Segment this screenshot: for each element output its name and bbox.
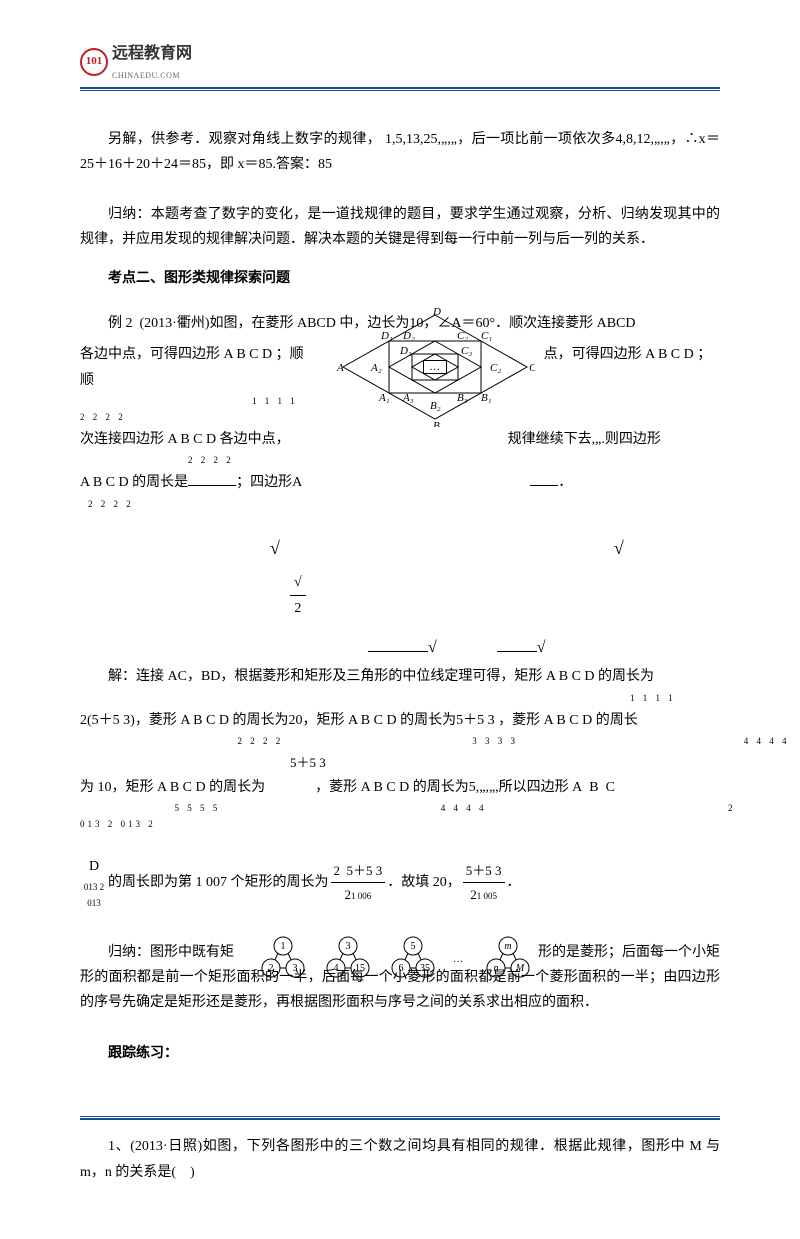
svg-text:C₁: C₁ — [481, 330, 492, 342]
solve-line3-top: 5＋5 3 — [290, 751, 720, 774]
frac-numerator: √ — [290, 570, 306, 596]
fraction-1: 2 5＋5 3 21 006 — [331, 859, 386, 907]
section-heading-2: 跟踪练习： — [80, 1041, 720, 1066]
svg-text:C₂: C₂ — [457, 330, 468, 342]
svg-text:…: … — [453, 954, 463, 965]
svg-text:D: D — [432, 307, 441, 318]
svg-text:M: M — [515, 963, 525, 974]
frac-denominator: 2 — [290, 596, 306, 621]
svg-text:35: 35 — [420, 963, 430, 974]
logo-subtitle: CHINAEDU.COM — [112, 69, 192, 83]
svg-text:n: n — [494, 963, 499, 974]
solve-line1: √√ — [80, 634, 720, 663]
svg-text:2: 2 — [269, 963, 274, 974]
sqrt-row-1: √ √ — [80, 532, 720, 564]
paragraph-1: 另解，供参考．观察对角线上数字的规律， 1,5,13,25,„,„，后一项比前一… — [80, 127, 720, 177]
svg-text:6: 6 — [399, 963, 404, 974]
ex2-line3: 次连接四边形 A B C D 各边中点，规律继续下去,„.则四边形 2 2 2 … — [80, 427, 720, 468]
solve-line3: 为 10，矩形 A B C D 的周长为，菱形 A B C D 的周长为5,„,… — [80, 775, 720, 833]
svg-text:15: 15 — [355, 963, 365, 974]
footer-divider — [80, 1116, 720, 1120]
sqrt-symbol: √ — [270, 532, 280, 564]
logo-icon: 101 — [80, 48, 108, 76]
svg-text:3: 3 — [293, 963, 298, 974]
page-container: 101 远程教育网 CHINAEDU.COM 另解，供参考．观察对角线上数字的规… — [0, 0, 800, 1239]
example-2-block: D A B C D₁ C₁ A₁ B₁ D₂ C₂ A₂ C₂ A₃ B₃ B₂… — [80, 311, 720, 512]
ex2-line2: 各边中点，可得四边形 A B C D ；顺点，可得四边形 A B C D ；顺 … — [80, 342, 720, 425]
sqrt-symbol: √ — [614, 532, 624, 564]
section-heading-1: 考点二、图形类规律探索问题 — [80, 266, 720, 291]
svg-text:m: m — [504, 941, 511, 952]
para3-block: 1 2 3 3 4 15 5 6 35 … m n M 归纳：图形中既有矩形的是… — [80, 940, 720, 1016]
svg-text:5: 5 — [411, 941, 416, 952]
svg-text:3: 3 — [346, 941, 351, 952]
svg-text:4: 4 — [334, 963, 339, 974]
logo-header: 101 远程教育网 CHINAEDU.COM — [80, 40, 720, 83]
logo-title: 远程教育网 — [112, 40, 192, 69]
ex2-line4: A B C D 的周长是；四边形A． 2 2 2 2 — [80, 470, 720, 511]
practice-1: 1、(2013·日照)如图，下列各图形中的三个数之间均具有相同的规律．根据此规律… — [80, 1134, 720, 1184]
paragraph-2: 归纳：本题考查了数字的变化，是一道找规律的题目，要求学生通过观察，分析、归纳发现… — [80, 202, 720, 252]
fraction-sqrt: √ 2 — [290, 570, 306, 621]
logo-text-block: 远程教育网 CHINAEDU.COM — [112, 40, 192, 83]
solution-block: √√ 解：连接 AC，BD，根据菱形和矩形及三角形的中位线定理可得，矩形 A B… — [80, 634, 720, 912]
circles-diagram: 1 2 3 3 4 15 5 6 35 … m n M — [258, 934, 558, 984]
svg-text:D₁: D₁ — [380, 330, 393, 342]
svg-text:D₂: D₂ — [402, 330, 415, 342]
fraction-2: 5＋5 3 21 005 — [463, 859, 505, 907]
svg-text:1: 1 — [281, 941, 286, 952]
solve-line1b: 解：连接 AC，BD，根据菱形和矩形及三角形的中位线定理可得，矩形 A B C … — [80, 664, 720, 705]
header-divider — [80, 87, 720, 91]
solve-line4: D 013 2 013 的周长即为第 1 007 个矩形的周长为 2 5＋5 3… — [80, 854, 720, 912]
solve-line2: 2(5＋5 3)，菱形 A B C D 的周长为20，矩形 A B C D 的周… — [80, 708, 720, 749]
